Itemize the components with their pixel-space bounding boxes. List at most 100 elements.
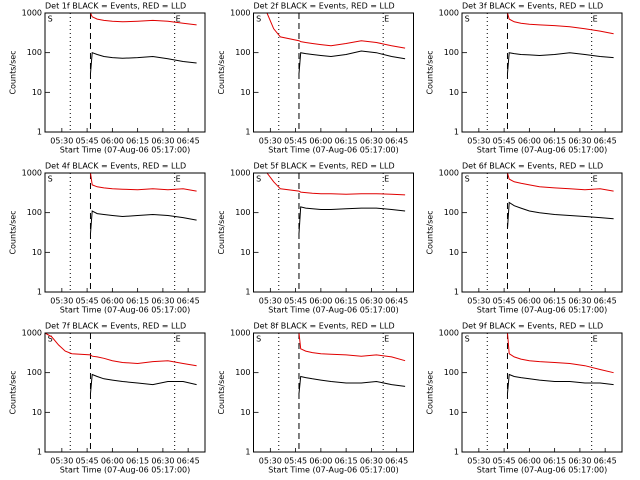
plot-frame	[461, 12, 623, 133]
series-line	[507, 13, 614, 35]
y-tick-label: 100	[27, 208, 42, 217]
y-tick-label: 1	[454, 288, 459, 297]
x-tick-label: 06:30	[151, 457, 174, 466]
x-tick-label: 05:30	[467, 137, 490, 146]
x-tick-label: 05:45	[493, 297, 516, 306]
y-tick-label: 1	[37, 288, 42, 297]
y-tick-label: 1000	[22, 9, 42, 18]
x-tick-label: 06:00	[518, 297, 541, 306]
y-tick-label: 1000	[439, 329, 459, 338]
x-tick-label: 06:30	[360, 297, 383, 306]
y-tick-label: 1	[454, 128, 459, 137]
series-line	[507, 201, 614, 229]
x-tick-label: 06:45	[385, 297, 408, 306]
x-tick-label: 05:45	[76, 297, 99, 306]
y-axis-label: Counts/sec	[9, 370, 18, 414]
x-tick-label: 06:30	[151, 297, 174, 306]
y-tick-label: 100	[235, 208, 250, 217]
y-tick-label: 1000	[230, 9, 250, 18]
x-tick-label: 06:15	[335, 457, 358, 466]
series-line	[90, 373, 197, 394]
chart-title: Det 3f BLACK = Events, RED = LLD	[462, 2, 603, 11]
x-tick-label: 06:00	[309, 137, 332, 146]
y-tick-label: 10	[240, 88, 250, 97]
y-tick-label: 1000	[22, 169, 42, 178]
chart-title: Det 4f BLACK = Events, RED = LLD	[45, 162, 186, 171]
x-tick-label: 05:45	[284, 457, 307, 466]
plot-frame	[461, 172, 623, 293]
plot-frame	[253, 172, 414, 293]
plot-frame	[253, 12, 414, 133]
series-line	[298, 206, 406, 234]
y-tick-label: 100	[235, 48, 250, 57]
y-tick-label: 100	[444, 48, 459, 57]
y-tick-label: 1000	[22, 329, 42, 338]
annotation: E	[384, 175, 389, 184]
x-tick-label: 06:15	[543, 457, 566, 466]
y-tick-label: 1000	[230, 329, 250, 338]
x-tick-label: 05:30	[467, 457, 490, 466]
plot-frame	[253, 332, 414, 453]
series-line	[90, 13, 197, 26]
annotation: E	[384, 15, 389, 24]
panel: Det 1f BLACK = Events, RED = LLD Counts/s…	[9, 2, 206, 155]
series-line	[507, 333, 614, 374]
annotation: E	[176, 335, 181, 344]
chart-title: Det 8f BLACK = Events, RED = LLD	[254, 322, 395, 331]
y-axis-label: Counts/sec	[426, 210, 435, 254]
x-tick-label: 05:30	[50, 457, 73, 466]
x-tick-label: 05:30	[50, 297, 73, 306]
series-line	[507, 373, 614, 394]
x-tick-label: 06:30	[360, 457, 383, 466]
annotation: S	[465, 175, 470, 184]
x-tick-label: 05:45	[76, 457, 99, 466]
series-line	[253, 13, 406, 49]
y-axis-label: Counts/sec	[217, 210, 226, 254]
x-axis-label: Start Time (07-Aug-06 05:17:00)	[477, 146, 608, 155]
x-tick-label: 05:30	[259, 297, 282, 306]
y-tick-label: 1000	[230, 169, 250, 178]
x-tick-label: 06:00	[101, 457, 124, 466]
y-tick-label: 10	[32, 248, 42, 257]
x-tick-label: 05:45	[493, 457, 516, 466]
chart-title: Det 7f BLACK = Events, RED = LLD	[45, 322, 186, 331]
y-tick-label: 10	[449, 88, 459, 97]
chart-title: Det 9f BLACK = Events, RED = LLD	[462, 322, 603, 331]
x-tick-label: 06:15	[126, 297, 149, 306]
x-tick-label: 06:30	[568, 457, 591, 466]
y-tick-label: 1	[245, 448, 250, 457]
x-tick-label: 05:45	[284, 297, 307, 306]
x-tick-label: 06:00	[309, 297, 332, 306]
y-tick-label: 10	[240, 248, 250, 257]
y-tick-label: 10	[32, 88, 42, 97]
series-line	[507, 173, 614, 192]
x-tick-label: 05:30	[50, 137, 73, 146]
x-tick-label: 05:30	[467, 297, 490, 306]
x-axis-label: Start Time (07-Aug-06 05:17:00)	[60, 466, 191, 475]
x-tick-label: 06:45	[177, 137, 200, 146]
x-tick-label: 06:45	[385, 457, 408, 466]
panel: Det 7f BLACK = Events, RED = LLD Counts/s…	[9, 322, 206, 475]
series-line	[45, 333, 197, 367]
x-axis-label: Start Time (07-Aug-06 05:17:00)	[268, 306, 399, 315]
y-tick-label: 1000	[439, 169, 459, 178]
series-line	[90, 52, 197, 74]
series-line	[298, 50, 406, 74]
y-tick-label: 100	[444, 208, 459, 217]
plot-frame	[44, 12, 206, 133]
y-tick-label: 1	[37, 448, 42, 457]
series-line	[298, 333, 406, 362]
x-tick-label: 06:30	[568, 297, 591, 306]
annotation: S	[256, 175, 261, 184]
panel: Det 9f BLACK = Events, RED = LLD Counts/s…	[426, 322, 623, 475]
y-axis-label: Counts/sec	[9, 50, 18, 94]
y-tick-label: 1000	[439, 9, 459, 18]
chart-title: Det 5f BLACK = Events, RED = LLD	[254, 162, 395, 171]
annotation: S	[48, 175, 53, 184]
x-tick-label: 06:00	[101, 297, 124, 306]
x-axis-label: Start Time (07-Aug-06 05:17:00)	[268, 146, 399, 155]
annotation: S	[48, 15, 53, 24]
x-tick-label: 06:15	[126, 137, 149, 146]
x-tick-label: 06:15	[126, 457, 149, 466]
